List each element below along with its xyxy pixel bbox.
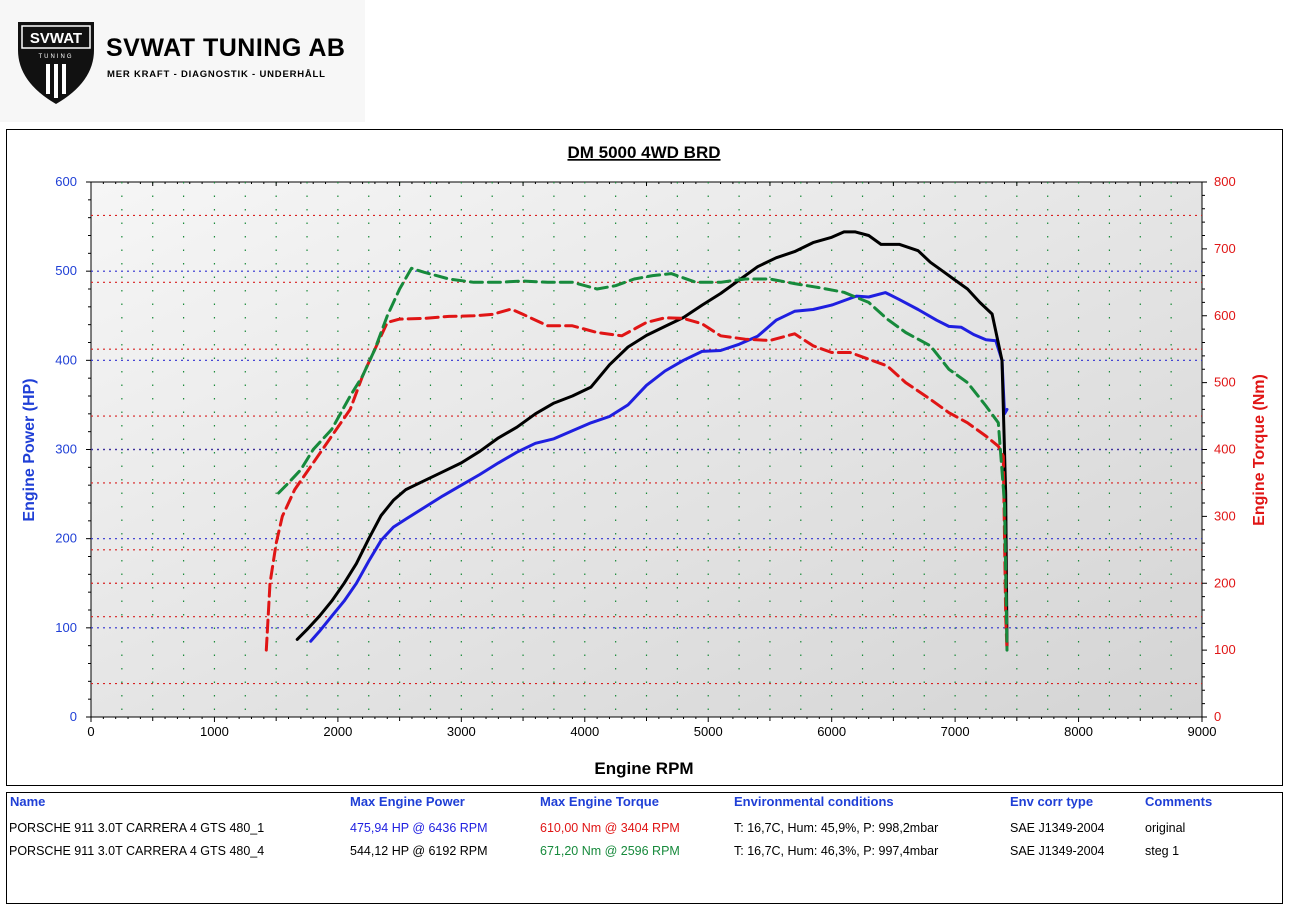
y-tick-label: 200 (55, 531, 77, 546)
x-tick-label: 4000 (570, 724, 599, 739)
x-axis-title: Engine RPM (594, 759, 693, 778)
x-tick-label: 1000 (200, 724, 229, 739)
row1-corr: SAE J1349-2004 (1010, 821, 1105, 835)
header: SVWAT TUNING SVWAT TUNING AB MER KRAFT -… (0, 0, 365, 122)
x-tick-label: 5000 (694, 724, 723, 739)
row2-name: PORSCHE 911 3.0T CARRERA 4 GTS 480_4 (9, 844, 265, 858)
y-tick-label: 100 (55, 620, 77, 635)
y-tick-label: 0 (70, 709, 77, 724)
table-header-power: Max Engine Power (350, 794, 465, 809)
row1-max-power: 475,94 HP @ 6436 RPM (350, 821, 488, 835)
brand-name: SVWAT TUNING AB (106, 34, 346, 62)
results-table: Name Max Engine Power Max Engine Torque … (6, 792, 1283, 904)
y-tick-label: 500 (55, 263, 77, 278)
y-tick-label: 400 (55, 352, 77, 367)
table-header-comments: Comments (1145, 794, 1213, 809)
row1-name: PORSCHE 911 3.0T CARRERA 4 GTS 480_1 (9, 821, 265, 835)
y2-tick-label: 400 (1214, 442, 1236, 457)
x-tick-label: 3000 (447, 724, 476, 739)
power-curve-original (309, 291, 1009, 643)
y-tick-label: 600 (55, 174, 77, 189)
chart-title: DM 5000 4WD BRD (567, 143, 720, 162)
y2-tick-label: 200 (1214, 575, 1236, 590)
torque-curve-steg1 (277, 266, 1009, 652)
y-axis-title-left: Engine Power (HP) (21, 378, 38, 521)
dyno-chart: 0 1000 2000 3000 4000 5000 6000 7000 8000 9000010… (21, 143, 1268, 778)
plot-area (90, 181, 1203, 718)
shield-logo-icon: SVWAT TUNING (18, 22, 94, 104)
logo-sub-text: TUNING (39, 54, 74, 60)
x-tick-label: 2000 (323, 724, 352, 739)
table-header-env: Environmental conditions (734, 794, 894, 809)
row2-max-power: 544,12 HP @ 6192 RPM (350, 844, 488, 858)
torque-curve-original (264, 307, 1009, 652)
y-axis-title-right: Engine Torque (Nm) (1251, 374, 1268, 526)
x-tick-label: 7000 (941, 724, 970, 739)
x-tick-label: 0 (87, 724, 94, 739)
row2-max-torque: 671,20 Nm @ 2596 RPM (540, 844, 680, 858)
axis-ticks: 0 1000 2000 3000 4000 5000 6000 7000 8000 9000010… (55, 174, 1235, 739)
row2-corr: SAE J1349-2004 (1010, 844, 1105, 858)
x-tick-label: 6000 (817, 724, 846, 739)
power-curve-steg1 (295, 230, 1009, 648)
logo-badge-text: SVWAT (30, 30, 82, 47)
y2-tick-label: 700 (1214, 241, 1236, 256)
row1-env: T: 16,7C, Hum: 45,9%, P: 998,2mbar (734, 821, 939, 835)
brand-tagline: MER KRAFT - DIAGNOSTIK - UNDERHÅLL (107, 69, 326, 80)
chart-frame: 0 1000 2000 3000 4000 5000 6000 7000 8000 9000 0 10… (6, 129, 1283, 786)
y2-tick-label: 500 (1214, 375, 1236, 390)
series (264, 230, 1009, 652)
table-header-torque: Max Engine Torque (540, 794, 659, 809)
y2-tick-label: 600 (1214, 308, 1236, 323)
y2-tick-label: 100 (1214, 642, 1236, 657)
y2-tick-label: 800 (1214, 174, 1236, 189)
row1-comment: original (1145, 821, 1186, 835)
x-tick-label: 9000 (1188, 724, 1217, 739)
y-tick-label: 300 (55, 442, 77, 457)
row1-max-torque: 610,00 Nm @ 3404 RPM (540, 821, 680, 835)
table-header-name: Name (10, 794, 46, 809)
row2-comment: steg 1 (1145, 844, 1180, 858)
row2-env: T: 16,7C, Hum: 46,3%, P: 997,4mbar (734, 844, 939, 858)
table-header-corr: Env corr type (1010, 794, 1094, 809)
x-tick-label: 8000 (1064, 724, 1093, 739)
y2-tick-label: 300 (1214, 508, 1236, 523)
y2-tick-label: 0 (1214, 709, 1221, 724)
